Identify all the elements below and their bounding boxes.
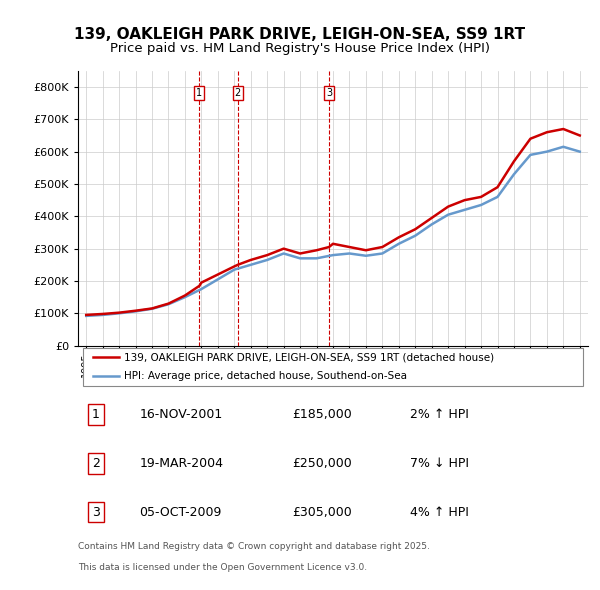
Text: 19-MAR-2004: 19-MAR-2004 bbox=[139, 457, 223, 470]
Text: 2: 2 bbox=[235, 88, 241, 99]
Text: 05-OCT-2009: 05-OCT-2009 bbox=[139, 506, 221, 519]
Text: 1: 1 bbox=[196, 88, 202, 99]
Text: HPI: Average price, detached house, Southend-on-Sea: HPI: Average price, detached house, Sout… bbox=[124, 371, 407, 381]
Text: 139, OAKLEIGH PARK DRIVE, LEIGH-ON-SEA, SS9 1RT (detached house): 139, OAKLEIGH PARK DRIVE, LEIGH-ON-SEA, … bbox=[124, 352, 494, 362]
Text: This data is licensed under the Open Government Licence v3.0.: This data is licensed under the Open Gov… bbox=[78, 563, 367, 572]
FancyBboxPatch shape bbox=[83, 348, 583, 386]
Text: 2% ↑ HPI: 2% ↑ HPI bbox=[409, 408, 469, 421]
Text: 3: 3 bbox=[92, 506, 100, 519]
Text: 7% ↓ HPI: 7% ↓ HPI bbox=[409, 457, 469, 470]
Text: 139, OAKLEIGH PARK DRIVE, LEIGH-ON-SEA, SS9 1RT: 139, OAKLEIGH PARK DRIVE, LEIGH-ON-SEA, … bbox=[74, 27, 526, 41]
Text: Price paid vs. HM Land Registry's House Price Index (HPI): Price paid vs. HM Land Registry's House … bbox=[110, 42, 490, 55]
Text: 16-NOV-2001: 16-NOV-2001 bbox=[139, 408, 223, 421]
Text: £305,000: £305,000 bbox=[292, 506, 352, 519]
Text: £250,000: £250,000 bbox=[292, 457, 352, 470]
Text: 4% ↑ HPI: 4% ↑ HPI bbox=[409, 506, 469, 519]
Text: 2: 2 bbox=[92, 457, 100, 470]
Text: 3: 3 bbox=[326, 88, 332, 99]
Text: 1: 1 bbox=[92, 408, 100, 421]
Text: Contains HM Land Registry data © Crown copyright and database right 2025.: Contains HM Land Registry data © Crown c… bbox=[78, 542, 430, 551]
Text: £185,000: £185,000 bbox=[292, 408, 352, 421]
